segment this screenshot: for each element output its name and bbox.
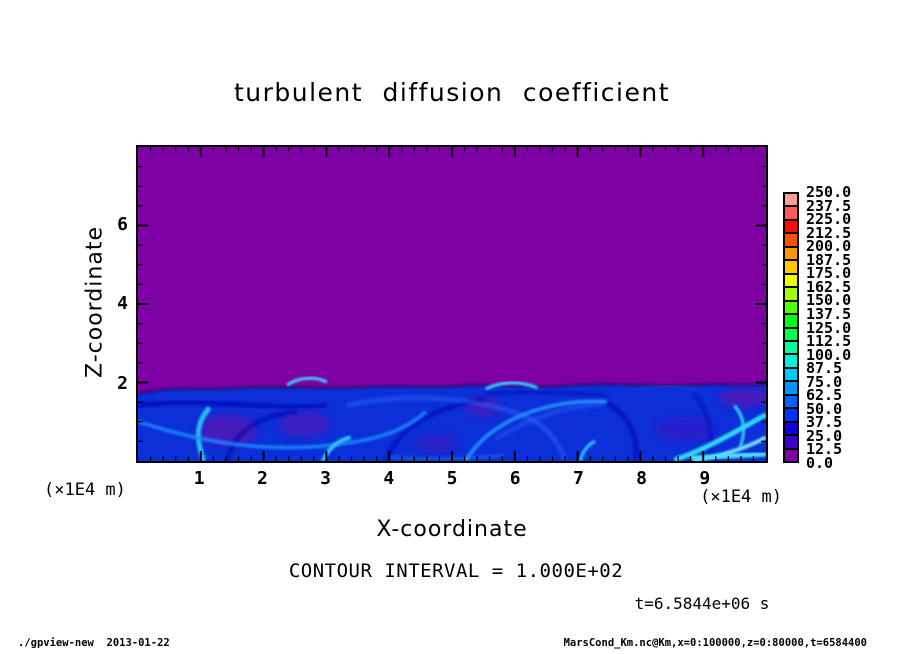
colorbar-cell — [785, 232, 797, 246]
colorbar-cell — [785, 366, 797, 381]
colorbar-cell — [785, 339, 797, 354]
axis-ticks — [138, 147, 766, 461]
colorbar-label: 187.5 — [806, 250, 852, 269]
colorbar — [783, 192, 799, 463]
x-tick-label: 2 — [256, 468, 268, 489]
y-axis-units: (×1E4 m) — [44, 480, 126, 500]
colorbar-cell — [785, 259, 797, 273]
x-tick-label: 9 — [699, 468, 711, 489]
colorbar-cell — [785, 434, 797, 448]
page-title: turbulent diffusion coefficient — [233, 78, 671, 107]
colorbar-label: 37.5 — [806, 413, 843, 432]
x-tick-label: 7 — [572, 468, 584, 489]
colorbar-label: 75.0 — [806, 372, 843, 391]
colorbar-cell — [785, 313, 797, 327]
x-tick-label: 8 — [636, 468, 648, 489]
x-tick-label: 6 — [509, 468, 521, 489]
colorbar-label: 100.0 — [806, 345, 852, 364]
colorbar-cell — [785, 353, 797, 367]
colorbar-cell — [785, 407, 797, 421]
y-tick-label: 4 — [117, 293, 128, 314]
footer-dataset: MarsCond_Km.nc@Km,x=0:100000,z=0:80000,t… — [563, 637, 867, 649]
y-tick-label: 6 — [117, 213, 128, 235]
colorbar-cell — [785, 420, 797, 435]
x-axis-units: (×1E4 m) — [700, 487, 782, 507]
colorbar-cell — [785, 218, 797, 233]
x-tick-label: 4 — [383, 468, 395, 489]
footer-command: ./gpview-new 2013-01-22 — [18, 637, 170, 649]
contour-interval-note: CONTOUR INTERVAL = 1.000E+02 — [288, 560, 624, 582]
colorbar-cell — [785, 326, 797, 340]
colorbar-label: 150.0 — [806, 291, 852, 310]
colorbar-label: 112.5 — [806, 332, 852, 351]
colorbar-label: 212.5 — [806, 223, 852, 242]
time-annotation: t=6.5844e+06 s — [634, 594, 770, 613]
colorbar-cell — [785, 393, 797, 408]
colorbar-cell — [785, 272, 797, 287]
colorbar-cell — [785, 299, 797, 314]
colorbar-label: 62.5 — [806, 386, 843, 405]
colorbar-label: 175.0 — [806, 264, 852, 283]
contour-field — [138, 147, 766, 461]
colorbar-cell — [785, 286, 797, 300]
colorbar-label: 25.0 — [806, 426, 843, 445]
colorbar-label: 12.5 — [806, 440, 843, 459]
turbulent-band — [138, 376, 766, 461]
y-tick-label: 2 — [117, 372, 128, 394]
colorbar-label: 87.5 — [806, 359, 843, 378]
colorbar-cell — [785, 194, 797, 206]
colorbar-cell — [785, 245, 797, 260]
colorbar-label: 0.0 — [806, 454, 834, 472]
colorbar-cell — [785, 380, 797, 394]
colorbar-label: 237.5 — [806, 196, 852, 215]
x-axis-title: X-coordinate — [376, 517, 528, 542]
colorbar-label: 125.0 — [806, 318, 852, 337]
colorbar-label: 162.5 — [806, 277, 852, 296]
plot-area — [136, 145, 768, 463]
colorbar-label: 225.0 — [806, 210, 852, 229]
colorbar-label: 200.0 — [806, 237, 852, 256]
x-tick-label: 1 — [193, 468, 205, 489]
colorbar-label: 50.0 — [806, 399, 843, 418]
colorbar-cell — [785, 205, 797, 219]
colorbar-label: 250.0 — [806, 183, 852, 201]
colorbar-cell — [785, 447, 797, 462]
x-tick-label: 5 — [446, 468, 458, 489]
x-tick-label: 3 — [320, 468, 332, 489]
colorbar-label: 137.5 — [806, 304, 852, 323]
